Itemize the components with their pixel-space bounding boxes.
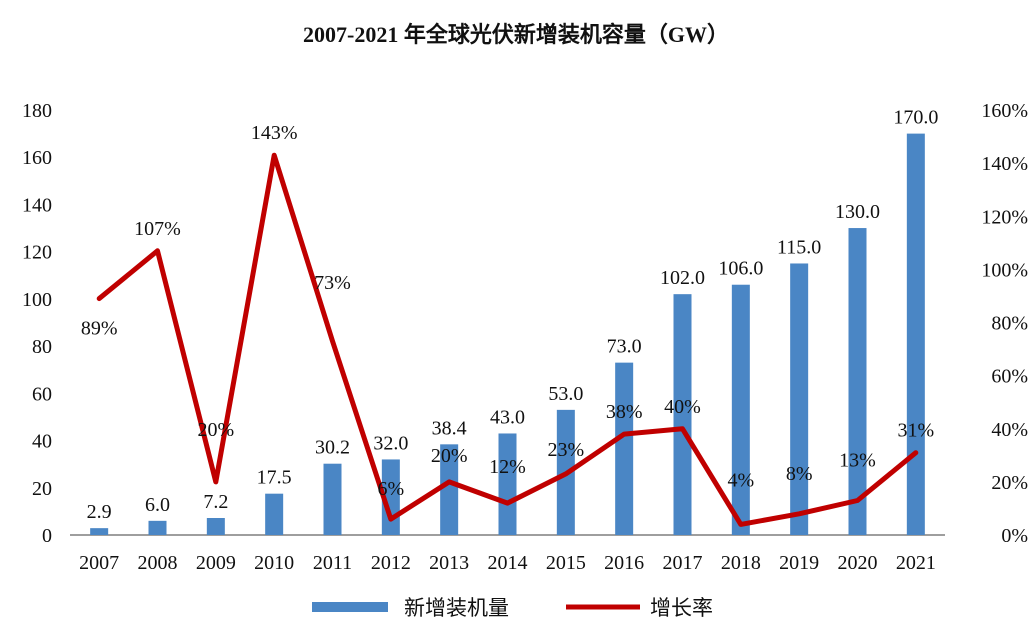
x-tick-label: 2016 (604, 552, 644, 574)
bar (148, 520, 167, 535)
x-tick-label: 2014 (488, 552, 528, 574)
bar-value-label: 170.0 (893, 107, 938, 129)
right-tick-label: 160% (981, 100, 1028, 122)
bar (440, 444, 459, 535)
x-tick-label: 2011 (313, 552, 352, 574)
x-tick-label: 2013 (429, 552, 469, 574)
bar-value-label: 7.2 (203, 491, 228, 513)
left-tick-label: 80 (32, 336, 52, 358)
bar-value-label: 102.0 (660, 267, 705, 289)
left-tick-label: 180 (22, 100, 52, 122)
bar (265, 493, 284, 535)
line-value-label: 20% (431, 445, 468, 467)
line-value-label: 31% (897, 420, 934, 442)
bar-value-label: 17.5 (257, 467, 292, 489)
left-tick-label: 20 (32, 478, 52, 500)
line-value-label: 8% (786, 463, 813, 485)
x-tick-label: 2012 (371, 552, 411, 574)
x-tick-label: 2015 (546, 552, 586, 574)
right-tick-label: 120% (981, 206, 1028, 228)
right-tick-label: 0% (1001, 525, 1028, 547)
left-tick-label: 0 (42, 525, 52, 547)
bar-value-label: 43.0 (490, 406, 525, 428)
bar-value-label: 53.0 (548, 383, 583, 405)
bar-value-label: 130.0 (835, 201, 880, 223)
line-data-labels: 89% 107% 20% 143% 73% 6% 20% 12% 23% 38% 40% 4% 8% 13… (81, 122, 934, 500)
right-tick-label: 80% (991, 313, 1028, 335)
x-tick-label: 2009 (196, 552, 236, 574)
line-value-label: 4% (727, 469, 754, 491)
bar-value-label: 38.4 (432, 417, 467, 439)
bar-value-label: 6.0 (145, 494, 170, 516)
line-value-label: 40% (664, 396, 701, 418)
line-value-label: 6% (377, 478, 404, 500)
x-tick-label: 2017 (663, 552, 703, 574)
line-value-label: 143% (251, 122, 298, 144)
line-value-label: 89% (81, 318, 118, 340)
line-value-label: 73% (314, 272, 351, 294)
bar (90, 528, 109, 535)
bar-value-label: 115.0 (777, 236, 821, 258)
left-tick-label: 40 (32, 431, 52, 453)
left-tick-label: 60 (32, 383, 52, 405)
left-tick-label: 120 (22, 242, 52, 264)
x-tick-label: 2020 (838, 552, 878, 574)
growth-rate-line (96, 152, 919, 527)
line-value-label: 23% (547, 439, 584, 461)
legend-bar-swatch (312, 602, 388, 612)
right-tick-label: 60% (991, 366, 1028, 388)
line-value-label: 12% (489, 456, 526, 478)
bar-value-label: 73.0 (607, 336, 642, 358)
left-axis: 0 20 40 60 80 100 120 140 160 180 (22, 100, 52, 547)
bar (615, 362, 634, 535)
right-tick-label: 40% (991, 419, 1028, 441)
bar (206, 518, 225, 535)
bar-value-label: 30.2 (315, 437, 350, 459)
bar (323, 463, 342, 535)
line-value-label: 107% (134, 218, 181, 240)
bar (906, 133, 925, 535)
x-tick-label: 2007 (79, 552, 119, 574)
right-tick-label: 140% (981, 153, 1028, 175)
bar (790, 263, 809, 535)
x-tick-label: 2018 (721, 552, 761, 574)
bar-value-label: 2.9 (87, 501, 112, 523)
left-tick-label: 160 (22, 147, 52, 169)
x-tick-label: 2021 (896, 552, 936, 574)
left-tick-label: 140 (22, 194, 52, 216)
line-value-label: 38% (606, 401, 643, 423)
legend-bar-label: 新增装机量 (404, 596, 509, 620)
right-tick-label: 20% (991, 472, 1028, 494)
line-value-label: 20% (197, 419, 234, 441)
right-tick-label: 100% (981, 259, 1028, 281)
bar-series (90, 133, 925, 536)
chart-title: 2007-2021 年全球光伏新增装机容量（GW） (303, 22, 729, 47)
bar (731, 284, 750, 535)
legend: 新增装机量 增长率 (312, 596, 713, 620)
x-tick-label: 2008 (138, 552, 178, 574)
line-value-label: 13% (839, 449, 876, 471)
bar (848, 228, 867, 536)
right-axis: 0% 20% 40% 60% 80% 100% 120% 140% 160% (981, 100, 1028, 547)
legend-line-label: 增长率 (650, 596, 713, 620)
bar (673, 294, 692, 535)
x-axis: 2007 2008 2009 2010 2011 2012 2013 2014 2015 2016… (79, 552, 936, 574)
bar-value-label: 32.0 (373, 432, 408, 454)
x-tick-label: 2019 (779, 552, 819, 574)
bar-data-labels: 2.9 6.0 7.2 17.5 30.2 32.0 38.4 43.0 53.0 73.0 102… (87, 107, 939, 524)
bar (498, 433, 517, 535)
x-tick-label: 2010 (254, 552, 294, 574)
bar-value-label: 106.0 (718, 258, 763, 280)
left-tick-label: 100 (22, 289, 52, 311)
